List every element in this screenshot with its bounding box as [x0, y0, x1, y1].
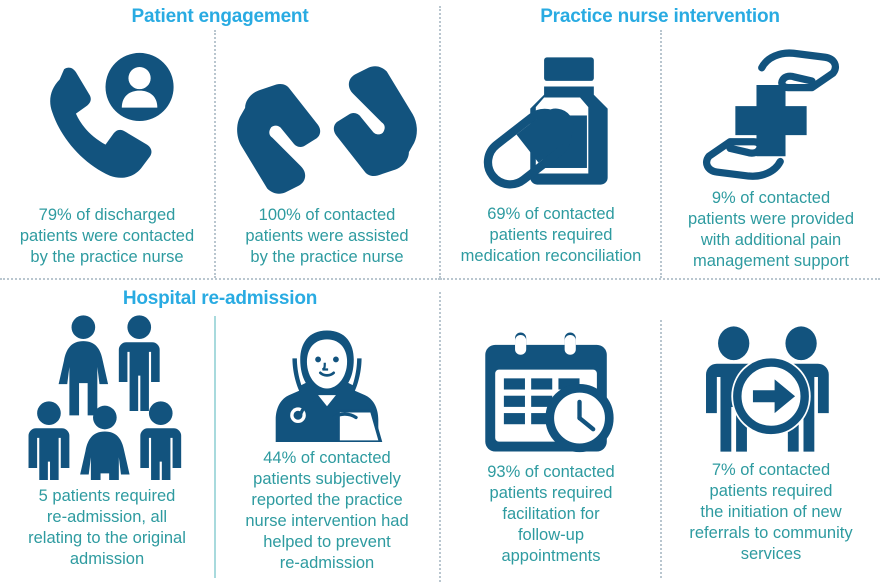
- stat-text: 44% of contacted patients subjectively r…: [245, 449, 409, 572]
- group-of-people-icon: [21, 312, 193, 480]
- divider-vertical-q3: [214, 316, 216, 578]
- divider-vertical-q4: [660, 320, 662, 578]
- medication-bottle-pills-icon: [475, 40, 627, 192]
- stat-cell-discharged-contacted: 79% of discharged patients were contacte…: [0, 40, 214, 268]
- stat-text: 79% of discharged patients were contacte…: [19, 206, 195, 266]
- divider-vertical-center-top: [439, 6, 441, 278]
- stat-cell-medication-reconciliation: 69% of contacted patients required medic…: [442, 40, 660, 267]
- divider-horizontal-right: [440, 278, 880, 280]
- section-heading-practice-nurse-intervention: Practice nurse intervention: [540, 6, 780, 27]
- divider-horizontal-left: [0, 278, 440, 280]
- hands-medical-cross-icon: [696, 40, 846, 180]
- stat-text: 100% of contacted patients were assisted…: [245, 206, 409, 266]
- divider-vertical-q1: [214, 30, 216, 278]
- stat-text: 69% of contacted patients required medic…: [460, 205, 642, 265]
- stat-text: 7% of contacted patients required the in…: [689, 461, 853, 563]
- stat-text: 9% of contacted patients were provided w…: [687, 189, 854, 270]
- stat-cell-re-admission-count: 5 patients required re-admission, all re…: [0, 312, 214, 570]
- stat-text: 93% of contacted patients required facil…: [487, 463, 615, 565]
- divider-vertical-q2: [660, 30, 662, 278]
- section-heading-patient-engagement: Patient engagement: [131, 6, 309, 27]
- phone-contact-icon: [33, 40, 181, 195]
- stat-cell-follow-up-appointments: 93% of contacted patients required facil…: [442, 326, 660, 567]
- helping-hands-icon: [229, 40, 425, 195]
- stat-cell-prevented-re-admission: 44% of contacted patients subjectively r…: [216, 326, 438, 574]
- divider-vertical-center-bottom: [439, 292, 441, 582]
- calendar-clock-icon: [480, 326, 622, 454]
- stat-cell-community-referrals: 7% of contacted patients required the in…: [662, 322, 880, 565]
- stat-text: 5 patients required re-admission, all re…: [28, 487, 186, 568]
- stat-cell-pain-management-support: 9% of contacted patients were provided w…: [662, 40, 880, 272]
- section-heading-hospital-re-admission: Hospital re-admission: [122, 288, 318, 309]
- stat-cell-contacted-assisted: 100% of contacted patients were assisted…: [216, 40, 438, 268]
- people-referral-arrow-icon: [700, 322, 842, 454]
- nurse-icon: [271, 326, 383, 442]
